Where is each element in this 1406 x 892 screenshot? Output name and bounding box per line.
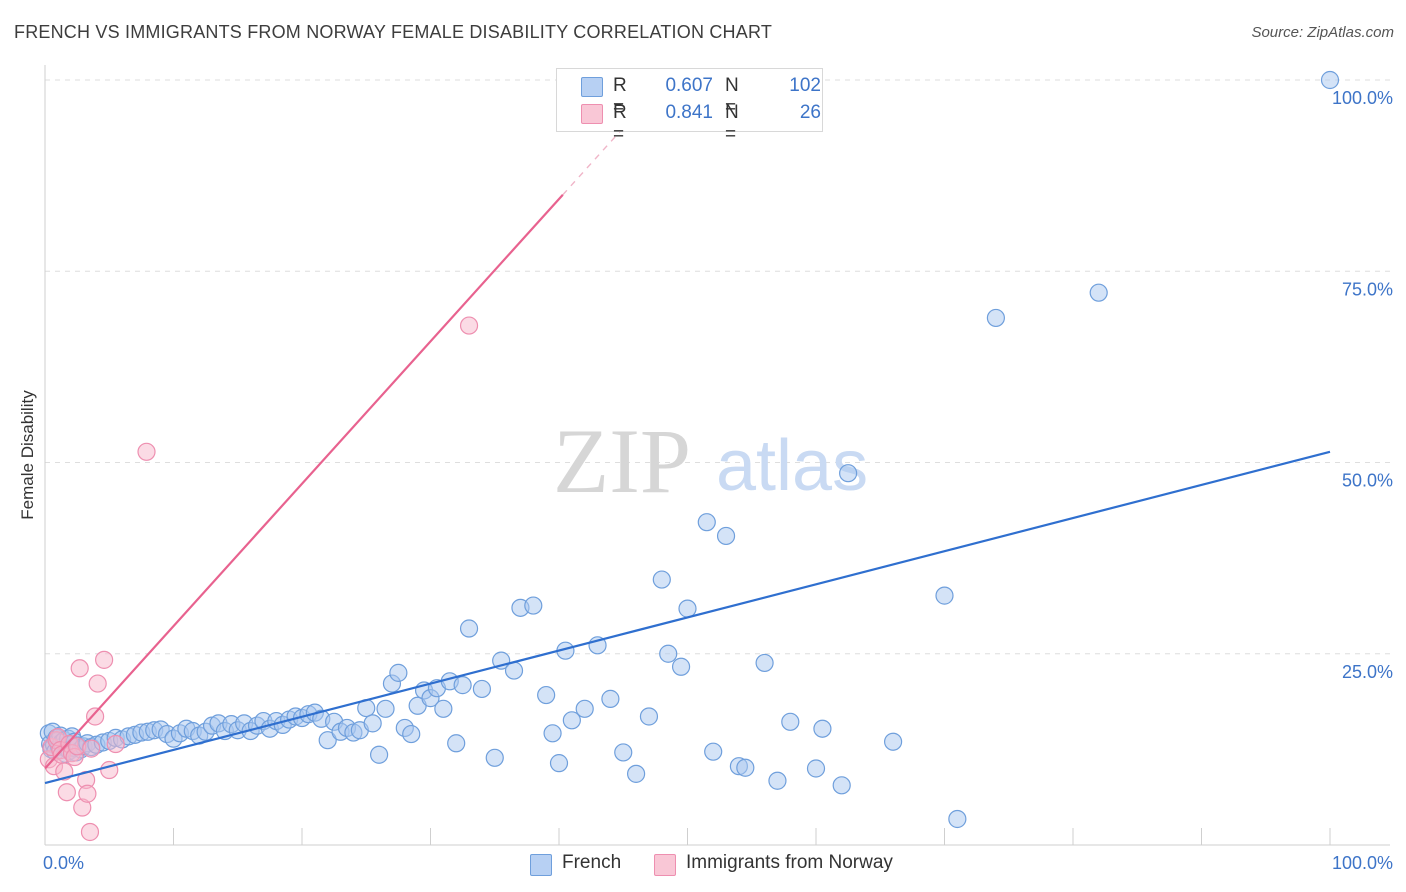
french-point [318, 731, 337, 750]
norway-point [86, 707, 105, 726]
watermark-zip: ZIP [553, 410, 691, 512]
french-point [459, 619, 479, 638]
legend-n-value: 26 [799, 102, 821, 123]
french-point [562, 711, 581, 730]
french-point [768, 771, 787, 790]
french-point [652, 570, 671, 589]
french-point [659, 644, 678, 663]
french-point [935, 586, 954, 605]
legend-n-value: 102 [789, 75, 821, 96]
french-trend-line [44, 450, 1331, 785]
french-point [832, 776, 851, 795]
french-point [402, 724, 421, 744]
legend-n-label: N = [725, 75, 739, 118]
norway-point [459, 316, 479, 335]
french-point [678, 599, 697, 618]
norway-point [106, 734, 125, 754]
norway-point [80, 822, 100, 842]
norway-swatch [581, 104, 603, 124]
norway-point [57, 783, 76, 802]
french-point [839, 464, 858, 483]
french-point [883, 732, 903, 751]
french-point [716, 526, 736, 546]
correlation-legend: R = 0.607 N = 102 R = 0.841 N = 26 [556, 68, 823, 145]
french-point [543, 724, 562, 743]
french-point [472, 679, 491, 699]
legend-n-label: N = [725, 102, 739, 145]
french-point [389, 663, 408, 682]
french-point [806, 759, 826, 778]
norway-point [78, 784, 97, 803]
norway-point [137, 442, 156, 461]
chart-title: FRENCH VS IMMIGRANTS FROM NORWAY FEMALE … [14, 22, 773, 42]
x-tick-label: 0.0% [43, 853, 84, 873]
french-point [601, 689, 620, 708]
legend-r-label: R = [613, 75, 627, 118]
norway-point [82, 739, 101, 758]
french-point [549, 754, 569, 773]
norway-point [55, 762, 74, 781]
french-point [639, 707, 659, 726]
french-point [736, 758, 755, 777]
french-swatch [530, 854, 552, 876]
y-tick-label: 75.0% [1342, 279, 1393, 299]
french-point [537, 685, 556, 705]
french-swatch [581, 77, 603, 97]
norway-swatch [654, 854, 676, 876]
norway-point [70, 659, 89, 678]
french-point [575, 699, 594, 718]
french-point [614, 743, 633, 762]
french-point [524, 596, 543, 615]
french-point [1320, 70, 1340, 90]
y-tick-label: 100.0% [1332, 88, 1393, 108]
legend-r-value: 0.841 [665, 102, 713, 123]
french-point [671, 657, 691, 676]
legend-r-value: 0.607 [665, 75, 713, 96]
french-point [755, 653, 774, 673]
french-point [370, 745, 389, 764]
norway-point [88, 674, 107, 693]
french-point [376, 699, 395, 718]
french-point [697, 513, 716, 532]
french-point [453, 676, 472, 695]
french-point [447, 734, 466, 753]
bottom-legend-label: Immigrants from Norway [686, 852, 893, 873]
y-tick-label: 50.0% [1342, 471, 1393, 491]
y-tick-label: 25.0% [1342, 662, 1393, 682]
norway-trend-extension [562, 101, 647, 196]
french-point [781, 712, 800, 731]
french-point [626, 764, 646, 783]
french-point [986, 308, 1006, 328]
french-point [704, 742, 723, 761]
french-point [434, 699, 453, 718]
french-point [485, 748, 504, 767]
x-tick-label: 100.0% [1332, 853, 1393, 873]
bottom-legend-label: French [562, 852, 622, 873]
french-point [1089, 283, 1108, 302]
norway-trend-line [44, 194, 564, 770]
legend-r-label: R = [613, 102, 627, 145]
norway-point [95, 650, 114, 669]
french-point [363, 714, 382, 733]
y-axis-label: Female Disability [18, 390, 37, 520]
source-credit: Source: ZipAtlas.com [1251, 24, 1394, 41]
french-point [948, 809, 967, 829]
french-point [813, 719, 832, 738]
